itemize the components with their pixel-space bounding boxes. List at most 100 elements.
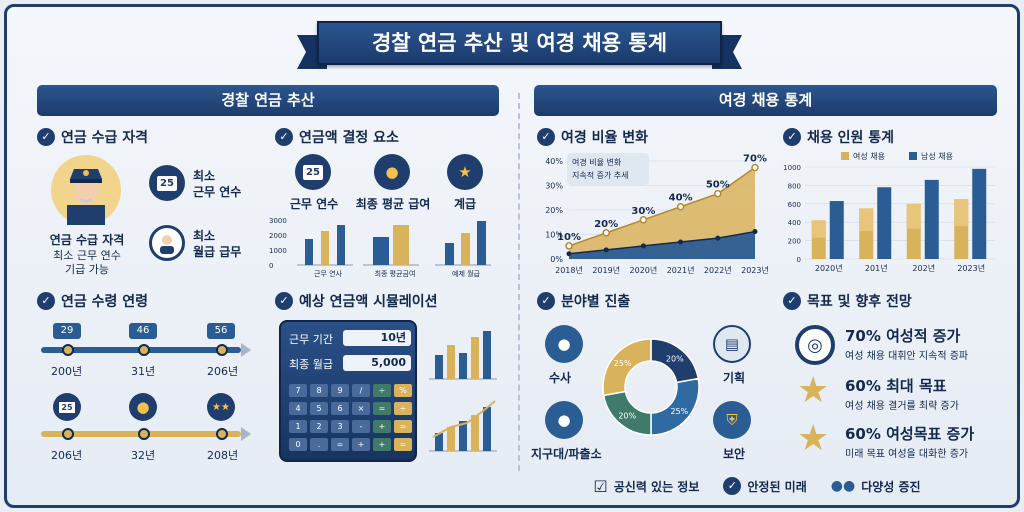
- check-icon: ✓: [275, 292, 293, 310]
- hiring-heading-text: 채용 인원 통계: [807, 130, 895, 146]
- area-series-2: [569, 231, 755, 259]
- calc-field1-label: 근무 기간: [289, 333, 333, 346]
- footer-item-reliable: ☑ 공신력 있는 정보: [593, 477, 699, 496]
- xtick-label: 2021년: [667, 265, 695, 275]
- data-point: [678, 239, 684, 245]
- calculator-key[interactable]: 7: [289, 384, 307, 397]
- eligibility-item1-line2: 근무 연수: [193, 185, 242, 199]
- fields-heading-text: 분야별 진출: [561, 294, 631, 310]
- ytick-label: 800: [788, 182, 801, 190]
- fields-heading: ✓ 분야별 진출: [537, 291, 630, 311]
- ratio-legend-line2: 지속적 증가 추세: [572, 171, 629, 180]
- calculator-key[interactable]: =: [394, 438, 412, 451]
- ratio-heading: ✓ 여경 비율 변화: [537, 127, 648, 147]
- footer-item-diversity: ●● 다양성 증진: [831, 478, 921, 495]
- check-circle-icon: ✓: [723, 477, 742, 495]
- footer-label: 안정된 미래: [747, 479, 807, 494]
- calculator-key[interactable]: +: [373, 438, 391, 451]
- final-salary-field[interactable]: 5,000: [343, 355, 411, 371]
- calculator-key[interactable]: .: [310, 438, 328, 451]
- simulation-bar-chart: [429, 331, 497, 380]
- ytick: 3000: [269, 217, 287, 225]
- factor-label-3: 계급: [453, 197, 477, 211]
- calc-field2-label: 최종 월급: [289, 358, 333, 371]
- ytick: 0: [269, 262, 274, 270]
- calculator-key[interactable]: -: [352, 420, 370, 433]
- service-years-field[interactable]: 10년: [343, 330, 411, 346]
- ytick-label: 1000: [783, 164, 801, 172]
- bar-male: [877, 187, 892, 259]
- ratio-heading-text: 여경 비율 변화: [561, 130, 649, 146]
- calculator-key[interactable]: +: [373, 420, 391, 433]
- calculator-key[interactable]: ÷: [373, 384, 391, 397]
- data-point: [752, 229, 758, 235]
- calculator-key[interactable]: ÷: [394, 402, 412, 415]
- factor-yticks: 3000 2000 1000 0: [269, 214, 287, 274]
- data-label: 70%: [743, 154, 767, 165]
- calculator-key[interactable]: 6: [331, 402, 349, 415]
- check-icon: ✓: [537, 292, 555, 310]
- calculator-key[interactable]: =: [373, 402, 391, 415]
- bar: [445, 243, 454, 265]
- check-icon: ✓: [37, 128, 55, 146]
- ytick-label: 40%: [545, 157, 563, 166]
- xtick-label: 201년: [865, 263, 888, 273]
- right-section-header: 여경 채용 통계: [534, 85, 997, 116]
- donut-label: 20%: [618, 411, 636, 420]
- data-point: [751, 163, 759, 172]
- age-tag-2: 46: [129, 323, 157, 339]
- goal-3-title: 60% 여성목표 증가: [845, 425, 975, 443]
- calculator-key[interactable]: 2: [310, 420, 328, 433]
- calculator-key[interactable]: 4: [289, 402, 307, 415]
- ytick-label: 10%: [545, 231, 563, 240]
- calculator-key[interactable]: 9: [331, 384, 349, 397]
- fields-donut-chart: 20% 25% 20% 25%: [602, 338, 700, 436]
- line-series-1: [568, 166, 756, 247]
- ytick-label: 0%: [550, 255, 563, 264]
- calendar-icon: 25: [295, 154, 331, 190]
- field-label-3: 기획: [723, 371, 746, 385]
- calculator-key[interactable]: =: [394, 420, 412, 433]
- calculator-key[interactable]: 0: [289, 438, 307, 451]
- goal-1-desc: 여성 채용 대휘안 지속적 증파: [845, 351, 969, 362]
- calculator-key[interactable]: /: [352, 384, 370, 397]
- calculator-key[interactable]: 1: [289, 420, 307, 433]
- patrol-officer-icon: ●: [545, 401, 583, 439]
- calculator-key[interactable]: %: [394, 384, 412, 397]
- calculator-key[interactable]: 5: [310, 402, 328, 415]
- calculator-key[interactable]: +: [352, 438, 370, 451]
- data-point: [566, 251, 572, 257]
- section-divider: [518, 93, 520, 471]
- check-icon: ✓: [783, 128, 801, 146]
- calculator-key[interactable]: 8: [310, 384, 328, 397]
- footer-label: 다양성 증진: [861, 479, 921, 494]
- left-section-header: 경찰 연금 추산: [37, 85, 499, 116]
- ratio-legend: 여경 비율 변화 지속적 증가 추세: [567, 153, 649, 185]
- eligibility-item2-line1: 최소: [193, 229, 216, 243]
- bar: [477, 221, 486, 265]
- data-point: [676, 202, 685, 211]
- bar: [337, 225, 345, 265]
- calculator-key[interactable]: ×: [352, 402, 370, 415]
- donut-label: 25%: [614, 359, 632, 368]
- age-label: 208년: [207, 449, 239, 462]
- bar: [393, 225, 409, 265]
- calculator-key[interactable]: 3: [331, 420, 349, 433]
- calculator-key[interactable]: =: [331, 438, 349, 451]
- xtick-label: 2022년: [704, 265, 732, 275]
- data-label: 40%: [669, 193, 693, 204]
- footer-bar: ☑ 공신력 있는 정보 ✓ 안정된 미래 ●● 다양성 증진: [507, 469, 1007, 503]
- timeline-dot: [216, 344, 228, 356]
- ytick: 2000: [269, 232, 287, 240]
- data-point: [640, 243, 646, 249]
- data-label: 50%: [706, 180, 730, 191]
- infographic-frame: 경찰 연금 추산 및 여경 채용 통계 경찰 연금 추산 여경 채용 통계 ✓ …: [4, 4, 1020, 508]
- timeline-dot: [138, 428, 150, 440]
- clipboard-icon: ▤: [713, 325, 751, 363]
- factor-chart-label-3: 예제 월급: [452, 270, 480, 278]
- star-icon: ★: [797, 370, 830, 411]
- police-officer-icon: [51, 155, 121, 225]
- eligibility-heading: ✓ 연금 수급 자격: [37, 127, 148, 147]
- eligibility-item2-line2: 월급 급무: [193, 245, 242, 259]
- bar-female-highlight: [859, 208, 874, 232]
